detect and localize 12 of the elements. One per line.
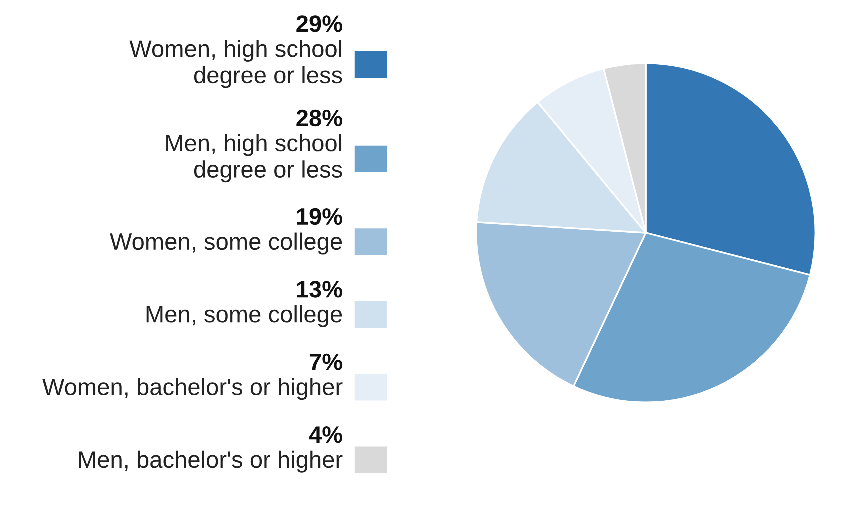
legend-label: Women, bachelor's or higher	[42, 378, 343, 400]
data-label: 7%	[310, 354, 342, 370]
legend-label: Women, high school degree or less	[130, 40, 342, 88]
legend-label: Men, bachelor's or higher	[79, 450, 343, 473]
legend-label: Women, some college	[110, 232, 342, 255]
data-label: 29%	[296, 16, 342, 32]
legend-label: Men, high school degree or less	[166, 134, 342, 183]
data-label: 28%	[296, 110, 342, 127]
data-label: 4%	[309, 426, 342, 444]
data-label: 19%	[297, 208, 342, 226]
legend-label: Men, some college	[146, 305, 342, 328]
data-label: 13%	[297, 281, 342, 298]
